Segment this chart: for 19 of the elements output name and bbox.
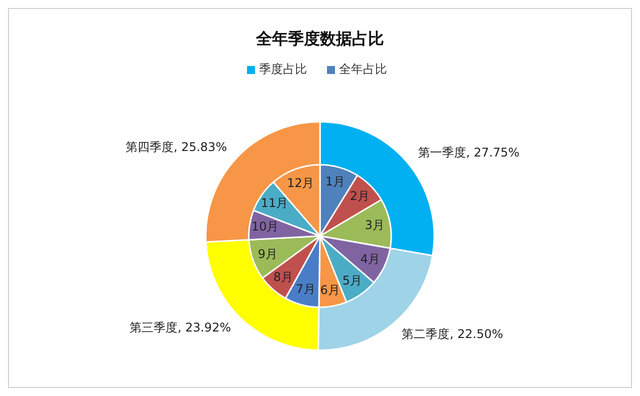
slice-label: 9月: [258, 246, 278, 261]
slice-label: 第一季度, 27.75%: [418, 146, 520, 160]
slice-label: 第四季度, 25.83%: [126, 140, 227, 154]
legend-label: 全年占比: [339, 61, 387, 78]
slice-label: 3月: [364, 218, 384, 232]
slice-label: 10月: [251, 219, 279, 234]
slice-label: 第二季度, 22.50%: [402, 326, 504, 341]
slice-label: 4月: [360, 252, 380, 266]
slice-label: 6月: [320, 282, 340, 297]
slice-label: 11月: [260, 196, 288, 210]
slice-label: 5月: [342, 273, 362, 288]
slice-label: 7月: [296, 282, 316, 296]
slice-label: 8月: [273, 270, 294, 284]
slice-label: 第三季度, 23.92%: [130, 320, 231, 334]
chart-title: 全年季度数据占比: [254, 29, 385, 50]
slice-label: 2月: [350, 189, 370, 204]
slice-label: 1月: [325, 174, 345, 189]
slice-label: 12月: [286, 176, 314, 190]
legend-label: 季度占比: [259, 61, 307, 78]
